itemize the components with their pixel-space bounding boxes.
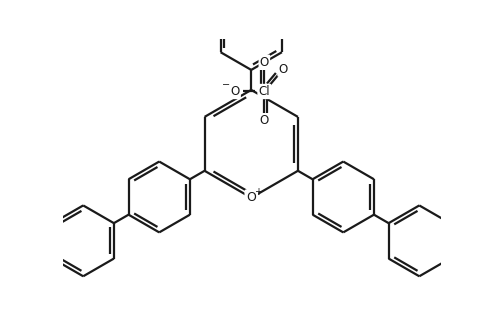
Text: O: O bbox=[260, 56, 269, 69]
Text: Cl: Cl bbox=[259, 85, 270, 98]
Text: O: O bbox=[230, 85, 240, 98]
Text: −: − bbox=[222, 80, 230, 90]
Text: O: O bbox=[260, 114, 269, 127]
Text: O: O bbox=[278, 63, 288, 76]
Text: O: O bbox=[246, 191, 256, 204]
Text: +: + bbox=[254, 187, 262, 197]
